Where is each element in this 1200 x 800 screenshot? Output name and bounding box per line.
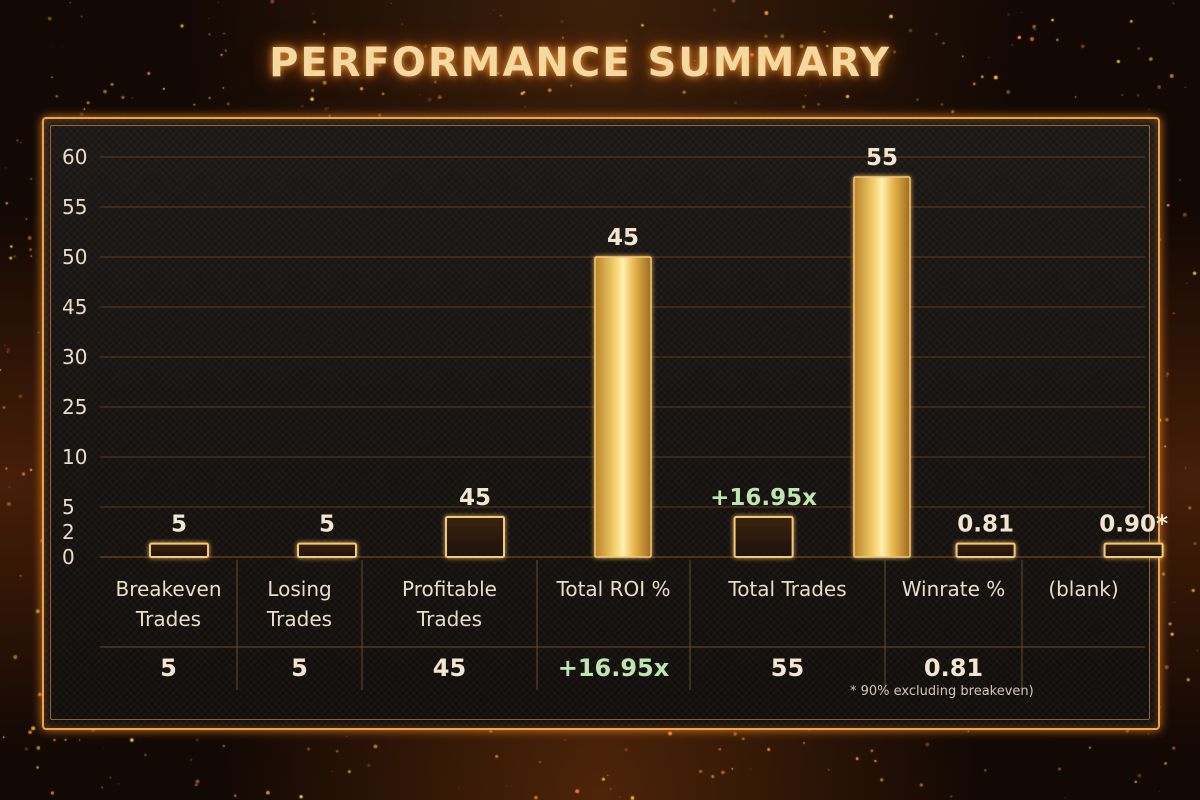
bar-group	[594, 256, 652, 558]
bar-group	[1103, 542, 1164, 559]
y-tick-label: 60	[62, 145, 87, 169]
table-value: 45	[433, 654, 466, 682]
bar-value-label: 45	[459, 485, 491, 511]
bar-group	[297, 542, 357, 559]
bar	[733, 516, 794, 558]
category-label: Total Trades	[727, 577, 846, 601]
table-value: 5	[291, 654, 308, 682]
category-label: (blank)	[1048, 577, 1118, 601]
bar-value-label: 5	[171, 512, 187, 538]
bar	[445, 516, 505, 558]
bar-group	[149, 542, 209, 559]
y-tick-label: 25	[62, 395, 87, 419]
bar-value-label: +16.95x	[710, 485, 817, 511]
y-tick-label: 2	[62, 520, 75, 544]
bar-group	[955, 542, 1016, 559]
bar	[955, 542, 1016, 559]
y-tick-label: 55	[62, 195, 87, 219]
bar	[297, 542, 357, 559]
y-tick-label: 30	[62, 345, 87, 369]
bar-value-label: 0.81	[957, 512, 1014, 538]
chart-title: PERFORMANCE SUMMARY	[269, 40, 891, 86]
bar-value-label: 0.90*	[1099, 512, 1168, 538]
bar	[149, 542, 209, 559]
y-tick-label: 10	[62, 445, 87, 469]
y-tick-label: 45	[62, 295, 87, 319]
category-label: Breakeven	[115, 577, 221, 601]
bar	[594, 256, 652, 558]
category-label: Profitable	[402, 577, 497, 601]
category-label: Trades	[135, 607, 201, 631]
bars	[149, 176, 1164, 559]
bar	[1103, 542, 1164, 559]
bar-value-label: 5	[319, 512, 335, 538]
table-value: 55	[771, 654, 804, 682]
table-value: 5	[160, 654, 177, 682]
table-value: +16.95x	[558, 654, 670, 682]
footnote: * 90% excluding breakeven)	[850, 684, 1034, 699]
category-label: Total ROI %	[556, 577, 671, 601]
y-tick-label: 50	[62, 245, 87, 269]
y-tick-label: 5	[62, 495, 75, 519]
category-label: Winrate %	[902, 577, 1006, 601]
summary-table: Breakeven Trades 5 Losing Trades 5 Profitable T…	[100, 560, 1145, 690]
bar-group	[853, 176, 911, 558]
bar-value-label: 55	[866, 145, 898, 171]
bar	[853, 176, 911, 558]
category-label: Losing	[267, 577, 331, 601]
bar-group	[733, 516, 794, 558]
bar-group	[445, 516, 505, 558]
bar-value-label: 45	[607, 225, 639, 251]
category-label: Trades	[416, 607, 482, 631]
y-tick-label: 0	[62, 545, 75, 569]
category-label: Trades	[266, 607, 332, 631]
table-value: 0.81	[924, 654, 983, 682]
